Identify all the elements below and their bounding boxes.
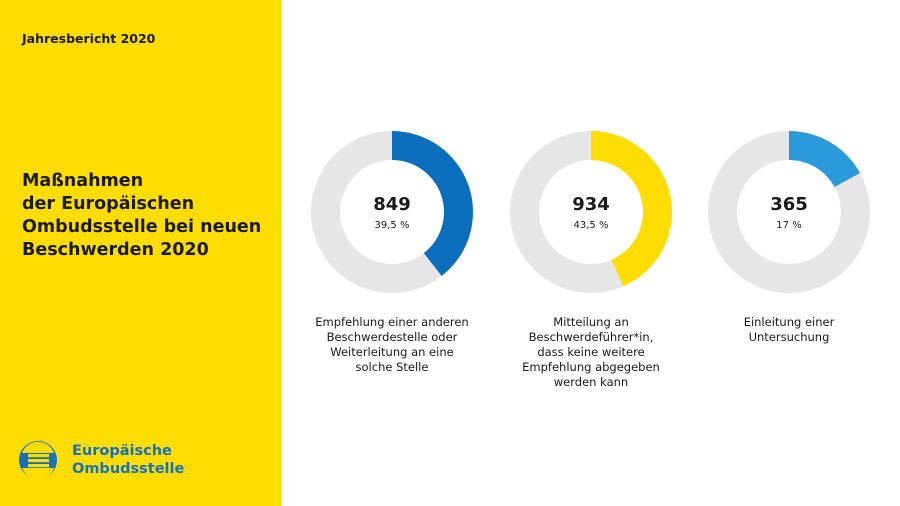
caption-line: dass keine weitere	[537, 345, 645, 359]
donut-percent: 43,5 %	[573, 220, 609, 231]
title-line: Maßnahmen	[22, 171, 144, 191]
donut-2	[510, 131, 672, 293]
donut-3	[708, 131, 870, 293]
caption-line: Untersuchung	[748, 330, 830, 344]
title-line: Ombudsstelle bei neuen	[22, 217, 262, 237]
ombudsman-logo-icon	[19, 441, 57, 480]
page-title: Maßnahmen der Europäischen Ombudsstelle …	[22, 170, 277, 262]
logo-line: Ombudsstelle	[72, 461, 185, 477]
logo-text: Europäische Ombudsstelle	[72, 442, 184, 478]
logo-line: Europäische	[72, 443, 172, 459]
caption-line: solche Stelle	[355, 360, 429, 374]
donut-caption: Empfehlung einer anderen Beschwerdestelle…	[307, 315, 477, 375]
donut-segment	[392, 131, 473, 277]
caption-line: Mitteilung an	[553, 315, 629, 329]
donut-percent: 17 %	[776, 220, 802, 231]
sidebar-panel: Jahresbericht 2020 Maßnahmen der Europäi…	[0, 0, 281, 506]
caption-line: werden kann	[553, 375, 629, 389]
donut-value: 365	[770, 194, 808, 215]
donut-caption: Einleitung einer Untersuchung	[704, 315, 874, 345]
donut-value: 849	[373, 194, 411, 215]
donut-center-label: 849 39,5 %	[332, 194, 452, 231]
caption-line: Empfehlung abgegeben	[522, 360, 660, 374]
title-line: der Europäischen	[22, 194, 195, 214]
donut-segment	[591, 131, 672, 287]
donut-charts	[311, 131, 870, 293]
donut-center-label: 365 17 %	[729, 194, 849, 231]
caption-line: Beschwerdestelle oder	[326, 330, 458, 344]
caption-line: Beschwerdeführer*in,	[528, 330, 654, 344]
donut-1	[311, 131, 473, 293]
caption-line: Weiterleitung an eine	[330, 345, 454, 359]
donut-caption: Mitteilung an Beschwerdeführer*in, dass ke…	[506, 315, 676, 390]
caption-line: Empfehlung einer anderen	[315, 315, 469, 329]
title-line: Beschwerden 2020	[22, 240, 209, 260]
logo: Europäische Ombudsstelle	[18, 440, 184, 480]
caption-line: Einleitung einer	[743, 315, 835, 329]
donut-segment	[789, 131, 860, 187]
donut-value: 934	[572, 194, 610, 215]
report-label: Jahresbericht 2020	[22, 31, 156, 46]
chart-area: 849 39,5 % Empfehlung einer anderen Beschwe…	[281, 0, 900, 506]
donut-percent: 39,5 %	[374, 220, 410, 231]
donut-center-label: 934 43,5 %	[531, 194, 651, 231]
